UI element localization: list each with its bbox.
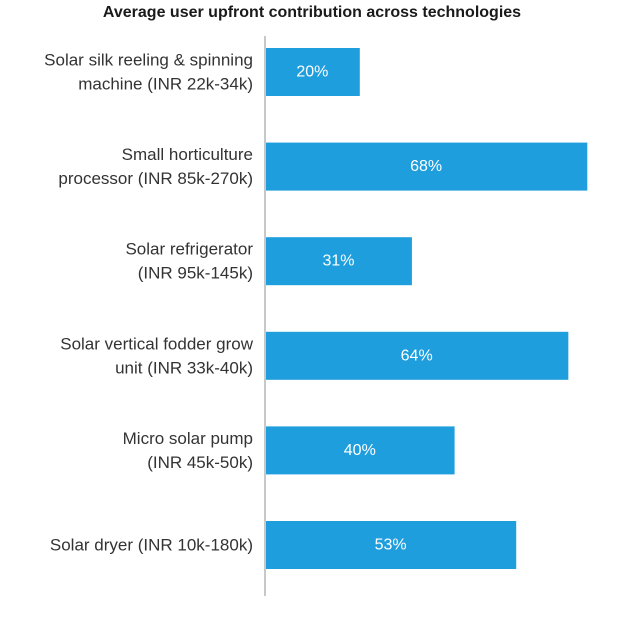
bar-6 — [265, 521, 517, 569]
category-label-4-line-1: Solar vertical fodder grow — [60, 334, 253, 353]
bar-value-label-2: 68% — [410, 158, 442, 175]
bar-value-label-4: 64% — [401, 347, 433, 364]
category-label-1-line-1: Solar silk reeling & spinning — [44, 51, 253, 70]
chart-title: Average user upfront contribution across… — [102, 4, 522, 21]
bar-value-label-5: 40% — [344, 442, 376, 459]
category-label-1-line-2: machine (INR 22k-34k) — [78, 75, 253, 94]
category-label-5-line-2: (INR 45k-50k) — [147, 453, 253, 472]
category-label-4-line-2: unit (INR 33k-40k) — [115, 358, 253, 377]
bar-value-label-3: 31% — [322, 253, 354, 270]
bar-value-label-1: 20% — [296, 64, 328, 81]
bar-5 — [265, 426, 455, 475]
category-label-2-line-1: Small horticulture — [122, 145, 253, 164]
bars-layer: 20% Solar silk reeling & spinning machine … — [44, 48, 588, 569]
bar-2 — [265, 142, 588, 191]
bar-4 — [265, 331, 569, 380]
category-label-2-line-2: processor (INR 85k-270k) — [58, 169, 253, 188]
bar-3 — [265, 237, 412, 286]
bar-value-label-6: 53% — [375, 537, 407, 554]
category-label-3-line-1: Solar refrigerator — [125, 240, 253, 259]
category-label-6-line-1: Solar dryer (INR 10k-180k) — [50, 536, 253, 555]
category-label-5-line-1: Micro solar pump — [123, 429, 253, 448]
category-label-3-line-2: (INR 95k-145k) — [138, 264, 253, 283]
bar-1 — [265, 48, 360, 96]
